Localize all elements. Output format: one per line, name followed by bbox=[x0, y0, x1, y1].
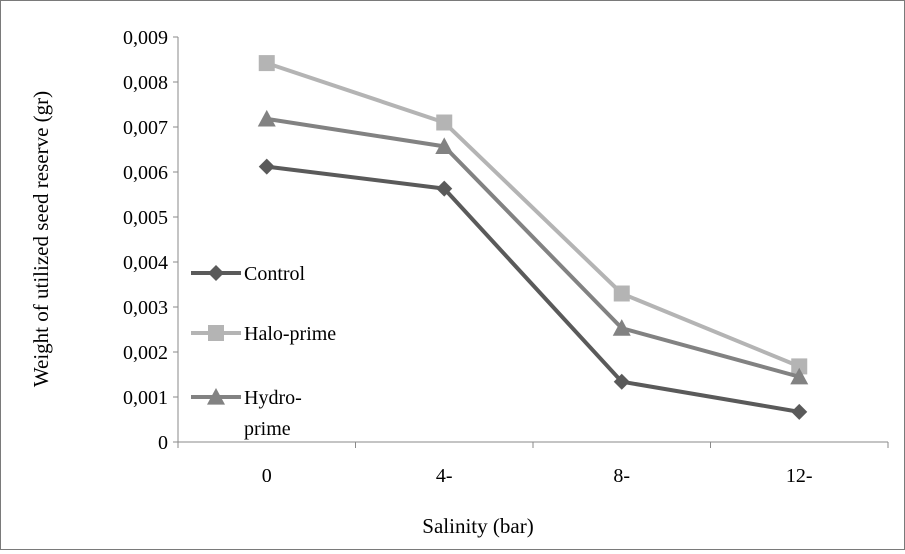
y-tick-label: 0,003 bbox=[123, 297, 168, 319]
y-tick-label: 0,004 bbox=[123, 252, 168, 274]
y-axis-ticks: 0 0,001 0,002 0,003 0,004 0,005 0,006 0,007 0,00… bbox=[123, 27, 178, 454]
y-axis-title: Weight of utilized seed reserve (gr) bbox=[29, 91, 53, 387]
legend-marker bbox=[207, 388, 225, 405]
y-tick-label: 0,006 bbox=[123, 162, 168, 184]
legend-marker bbox=[208, 265, 224, 281]
legend-marker bbox=[208, 325, 224, 341]
x-tick-label: 4- bbox=[436, 465, 453, 487]
legend-item: Hydro-prime bbox=[191, 387, 302, 440]
series-line bbox=[266, 116, 800, 379]
x-axis-title: Salinity (bar) bbox=[422, 514, 533, 538]
x-tick-label: 12- bbox=[786, 465, 813, 487]
series-lines bbox=[257, 55, 809, 420]
data-point bbox=[791, 403, 808, 420]
data-point bbox=[613, 373, 630, 390]
data-point bbox=[258, 55, 275, 72]
legend-item: Control bbox=[191, 263, 306, 285]
data-point bbox=[613, 285, 630, 302]
y-tick-label: 0,007 bbox=[123, 117, 168, 139]
data-point bbox=[435, 137, 454, 154]
series-halo-prime bbox=[258, 55, 808, 375]
data-point bbox=[257, 109, 276, 127]
legend-label: Halo-prime bbox=[244, 323, 336, 345]
series-control bbox=[258, 158, 808, 420]
series-line bbox=[266, 164, 800, 414]
y-tick-label: 0,008 bbox=[123, 72, 168, 94]
y-tick-label: 0,002 bbox=[123, 342, 168, 364]
legend-item: Halo-prime bbox=[191, 323, 336, 345]
data-point bbox=[258, 158, 275, 175]
data-point bbox=[436, 180, 453, 197]
legend-label: Hydro- bbox=[244, 387, 302, 409]
data-point bbox=[612, 319, 631, 336]
data-point bbox=[790, 367, 809, 385]
x-tick-label: 0 bbox=[262, 465, 272, 487]
x-axis-ticks: 0 4- 8- 12- bbox=[177, 442, 889, 487]
data-point bbox=[436, 114, 453, 131]
legend-label: Control bbox=[244, 263, 306, 285]
x-tick-label: 8- bbox=[613, 465, 630, 487]
legend: Control Halo-prime Hydro-prime bbox=[191, 263, 336, 440]
y-tick-label: 0,005 bbox=[123, 207, 168, 229]
y-tick-label: 0 bbox=[158, 432, 168, 454]
legend-label: prime bbox=[244, 418, 291, 440]
series-line bbox=[266, 61, 801, 369]
series-hydro-prime bbox=[257, 109, 809, 385]
y-tick-label: 0,001 bbox=[123, 387, 168, 409]
y-tick-label: 0,009 bbox=[123, 27, 168, 49]
data-point bbox=[791, 358, 808, 375]
